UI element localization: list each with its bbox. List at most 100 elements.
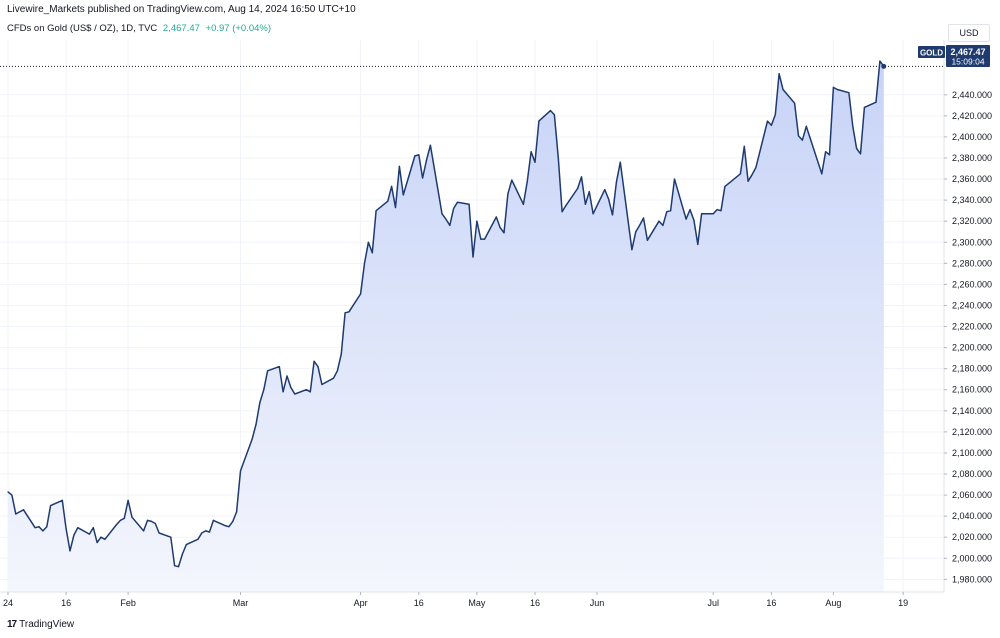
price-point-2024-04-15 xyxy=(414,155,416,157)
price-point-2024-08-05 xyxy=(848,92,850,94)
price-tick-label: 2,000.000 xyxy=(952,553,992,563)
price-point-2024-02-20 xyxy=(201,532,203,534)
price-point-2024-08-12 xyxy=(875,101,877,103)
price-point-2024-02-28 xyxy=(232,520,234,523)
price-point-2024-01-11 xyxy=(46,526,48,528)
badge-symbol: GOLD xyxy=(920,49,943,58)
price-point-2024-08-08 xyxy=(859,153,862,155)
time-tick-label: 19 xyxy=(898,598,908,608)
price-point-2024-04-02 xyxy=(363,262,366,264)
price-point-2024-08-09 xyxy=(863,106,866,108)
price-point-2024-04-03 xyxy=(367,241,369,243)
price-point-2024-06-12 xyxy=(639,224,641,226)
price-point-2024-03-06 xyxy=(259,401,261,403)
price-point-2024-01-16 xyxy=(65,528,67,530)
price-point-2024-01-02 xyxy=(11,494,13,496)
price-tick-label: 2,060.000 xyxy=(952,490,992,500)
price-tick-label: 2,140.000 xyxy=(952,406,992,416)
price-point-2024-01-29 xyxy=(115,524,118,526)
price-point-2024-07-26 xyxy=(809,137,811,139)
time-tick-label: May xyxy=(468,598,486,608)
price-point-2024-01-03 xyxy=(15,513,17,515)
price-point-2024-05-07 xyxy=(499,226,501,229)
price-point-2024-01-23 xyxy=(92,527,94,529)
price-point-2024-03-25 xyxy=(332,377,335,379)
price-point-2024-05-22 xyxy=(557,157,559,159)
price-point-2024-05-28 xyxy=(580,176,583,178)
price-point-2024-05-30 xyxy=(588,191,590,193)
price-point-2024-03-07 xyxy=(263,389,265,391)
price-point-2024-05-17 xyxy=(538,120,540,122)
time-tick-label: Jun xyxy=(590,598,605,608)
price-point-2024-02-15 xyxy=(181,553,183,555)
price-tick-label: 2,240.000 xyxy=(952,300,992,310)
price-point-2024-02-23 xyxy=(212,519,214,522)
price-tick-label: 2,340.000 xyxy=(952,195,992,205)
price-tick-label: 2,420.000 xyxy=(952,111,992,121)
price-tick-label: 2,020.000 xyxy=(952,532,992,542)
price-point-2024-01-31 xyxy=(123,517,125,519)
price-tick-label: 2,200.000 xyxy=(952,343,992,353)
symbol-description: CFDs on Gold (US$ / OZ), 1D, TVC xyxy=(7,23,158,34)
price-point-2024-01-19 xyxy=(77,527,79,529)
price-point-2024-05-14 xyxy=(526,180,528,182)
legend-last-price: 2,467.47 xyxy=(162,23,200,34)
price-point-2024-07-05 xyxy=(728,182,730,184)
price-point-2024-06-03 xyxy=(604,189,606,191)
price-point-2024-03-11 xyxy=(278,366,280,368)
price-point-2024-07-09 xyxy=(743,145,745,147)
price-point-2024-01-12 xyxy=(50,505,52,507)
price-point-2024-01-04 xyxy=(19,511,21,513)
price-point-2024-03-15 xyxy=(294,393,296,395)
time-tick-label: Aug xyxy=(825,598,841,608)
price-tick-label: 2,120.000 xyxy=(952,427,992,437)
time-tick-label: 16 xyxy=(61,598,71,608)
price-point-2024-05-31 xyxy=(592,213,594,215)
price-tick-label: 2,360.000 xyxy=(952,174,992,184)
price-point-2024-06-05 xyxy=(611,214,614,216)
price-point-2024-04-12 xyxy=(402,194,404,196)
currency-button[interactable]: USD xyxy=(948,24,990,42)
price-point-2024-05-20 xyxy=(549,110,552,112)
price-point-2024-06-27 xyxy=(697,243,699,245)
price-point-2024-03-19 xyxy=(309,391,311,393)
price-points xyxy=(7,60,885,568)
price-point-2024-04-29 xyxy=(468,203,470,205)
price-point-2024-04-22 xyxy=(441,213,443,215)
price-point-2024-01-01 xyxy=(7,491,9,493)
price-tick-label: 2,300.000 xyxy=(952,237,992,247)
price-point-2024-08-14 xyxy=(883,65,885,67)
price-point-2024-01-25 xyxy=(100,536,102,538)
price-point-2024-05-03 xyxy=(484,238,486,240)
price-point-2024-07-12 xyxy=(755,166,757,169)
price-point-2024-07-15 xyxy=(766,120,769,122)
price-point-2024-03-28 xyxy=(344,312,346,314)
price-point-2024-01-08 xyxy=(34,527,36,529)
price-point-2024-05-24 xyxy=(565,204,567,206)
tradingview-footer[interactable]: 17 TradingView xyxy=(7,619,74,630)
price-point-2024-02-12 xyxy=(170,536,172,538)
price-area-fill xyxy=(8,61,884,593)
price-tick-label: 2,040.000 xyxy=(952,511,992,521)
price-point-2024-04-17 xyxy=(422,177,424,179)
legend-change: +0.97 (+0.04%) xyxy=(205,23,272,34)
time-tick-label: 16 xyxy=(766,598,776,608)
time-tick-label: 16 xyxy=(414,598,424,608)
price-point-2024-01-26 xyxy=(104,538,106,540)
time-tick-label: 16 xyxy=(530,598,540,608)
price-point-2024-07-29 xyxy=(821,173,823,175)
time-tick-label: 24 xyxy=(3,598,13,608)
price-point-2024-03-08 xyxy=(267,370,269,372)
price-point-2024-08-01 xyxy=(832,86,835,88)
price-point-2024-04-01 xyxy=(360,293,362,295)
price-tick-label: 2,220.000 xyxy=(952,322,992,332)
price-point-2024-02-07 xyxy=(150,520,152,523)
price-point-2024-06-04 xyxy=(608,198,610,200)
price-point-2024-06-14 xyxy=(646,239,649,241)
price-point-2024-02-02 xyxy=(131,516,133,518)
price-point-2024-03-26 xyxy=(336,370,338,372)
price-point-2024-07-10 xyxy=(747,180,749,182)
price-point-2024-01-22 xyxy=(88,533,90,535)
price-point-2024-04-18 xyxy=(425,159,428,161)
